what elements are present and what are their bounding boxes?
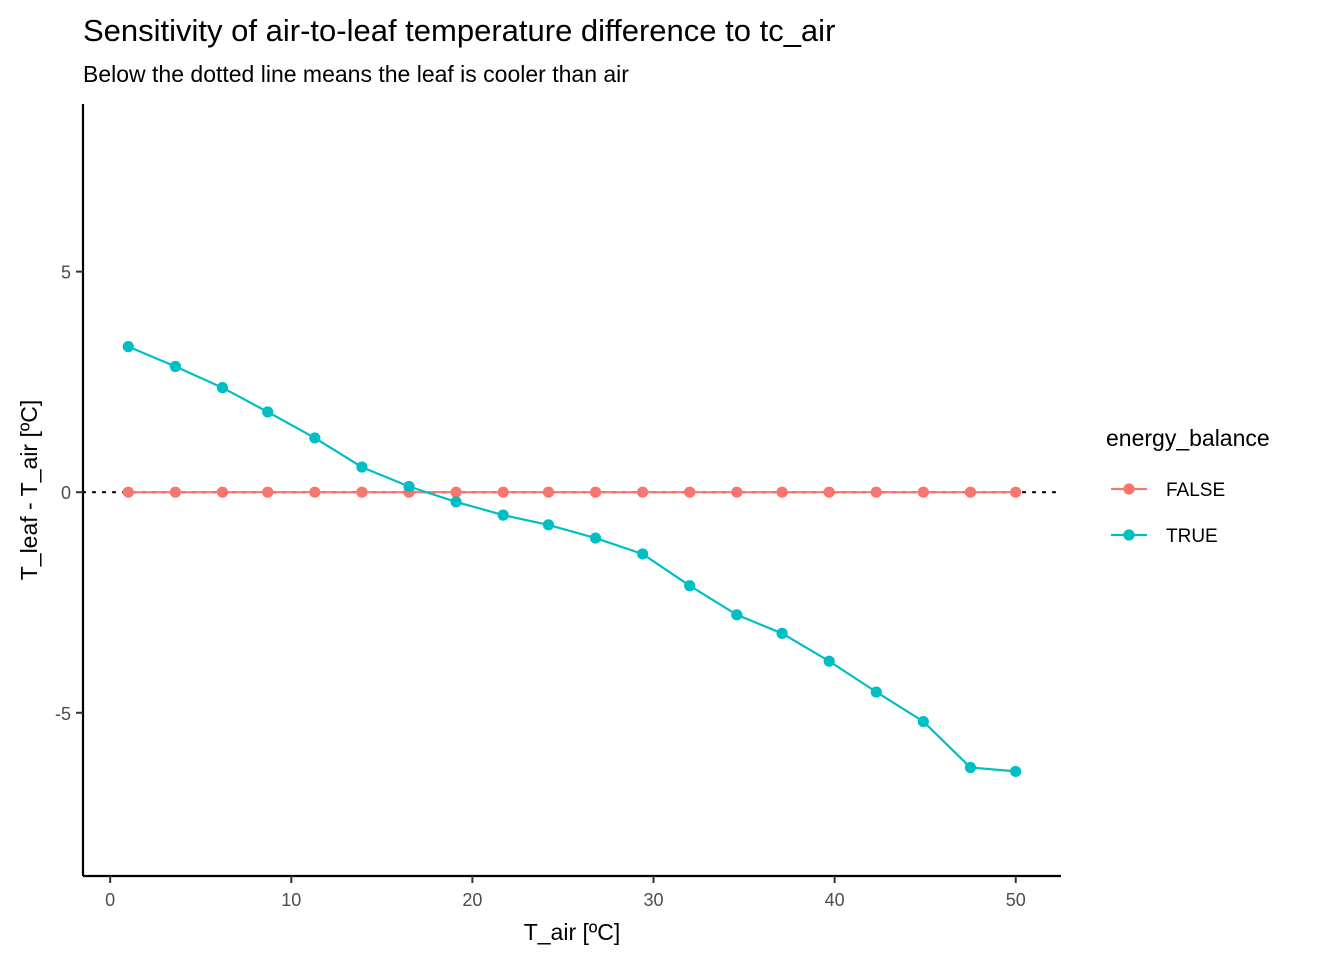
data-point-false — [637, 486, 649, 498]
plot-area: 0 10 20 30 40 50 -5 0 5 — [55, 104, 1063, 910]
x-tick-label: 10 — [281, 890, 301, 910]
data-point-false — [1010, 486, 1022, 498]
x-tick-label: 0 — [105, 890, 115, 910]
data-point-true — [450, 496, 462, 508]
data-point-true — [542, 519, 555, 531]
x-axis-title: T_air [ºC] — [524, 919, 621, 945]
chart-title: Sensitivity of air-to-leaf temperature d… — [83, 13, 835, 48]
data-point-false — [776, 486, 788, 498]
data-point-true — [262, 406, 274, 418]
data-point-false — [169, 486, 181, 498]
y-tick-label: 5 — [61, 263, 71, 283]
data-point-false — [356, 486, 368, 498]
data-point-false — [497, 486, 509, 498]
chart-subtitle: Below the dotted line means the leaf is … — [83, 61, 629, 87]
data-point-true — [637, 548, 649, 560]
y-tick-label: 0 — [61, 483, 71, 503]
data-point-true — [122, 341, 134, 353]
data-point-false — [309, 486, 321, 498]
x-tick-label: 50 — [1006, 890, 1026, 910]
data-point-true — [964, 761, 977, 774]
data-point-true — [497, 509, 509, 521]
data-point-true — [731, 609, 743, 621]
y-axis-title: T_leaf - T_air [ºC] — [16, 400, 42, 581]
data-point-false — [450, 486, 462, 498]
data-point-false — [542, 486, 555, 498]
data-point-true — [309, 432, 321, 444]
y-tick-label: -5 — [55, 704, 71, 724]
data-point-false — [589, 486, 602, 498]
legend-label-true: TRUE — [1166, 526, 1218, 547]
data-point-true — [917, 716, 929, 728]
series-line-true — [127, 345, 1016, 773]
data-point-false — [823, 486, 835, 498]
data-point-false — [216, 486, 229, 498]
x-tick-label: 40 — [825, 890, 845, 910]
x-tick-label: 20 — [462, 890, 482, 910]
x-tick-label: 30 — [643, 890, 663, 910]
data-point-true — [684, 580, 696, 592]
legend-key-point-false — [1123, 483, 1135, 495]
data-point-true — [823, 655, 835, 667]
data-point-true — [589, 532, 602, 544]
data-point-true — [403, 480, 415, 493]
data-point-true — [169, 360, 181, 373]
data-point-false — [684, 486, 696, 498]
legend-title: energy_balance — [1106, 425, 1270, 451]
data-point-true — [216, 382, 229, 394]
data-point-false — [870, 486, 882, 498]
legend-key-point-true — [1123, 529, 1135, 541]
data-point-false — [262, 486, 274, 498]
data-point-true — [356, 461, 368, 473]
legend-label-false: FALSE — [1166, 480, 1225, 501]
data-point-false — [122, 486, 134, 498]
data-point-true — [1010, 765, 1022, 778]
data-point-false — [917, 486, 929, 498]
data-point-true — [870, 686, 882, 698]
legend: energy_balance FALSE TRUE — [1106, 425, 1270, 547]
data-point-false — [731, 486, 743, 498]
data-point-true — [776, 627, 788, 639]
data-point-false — [964, 486, 977, 498]
